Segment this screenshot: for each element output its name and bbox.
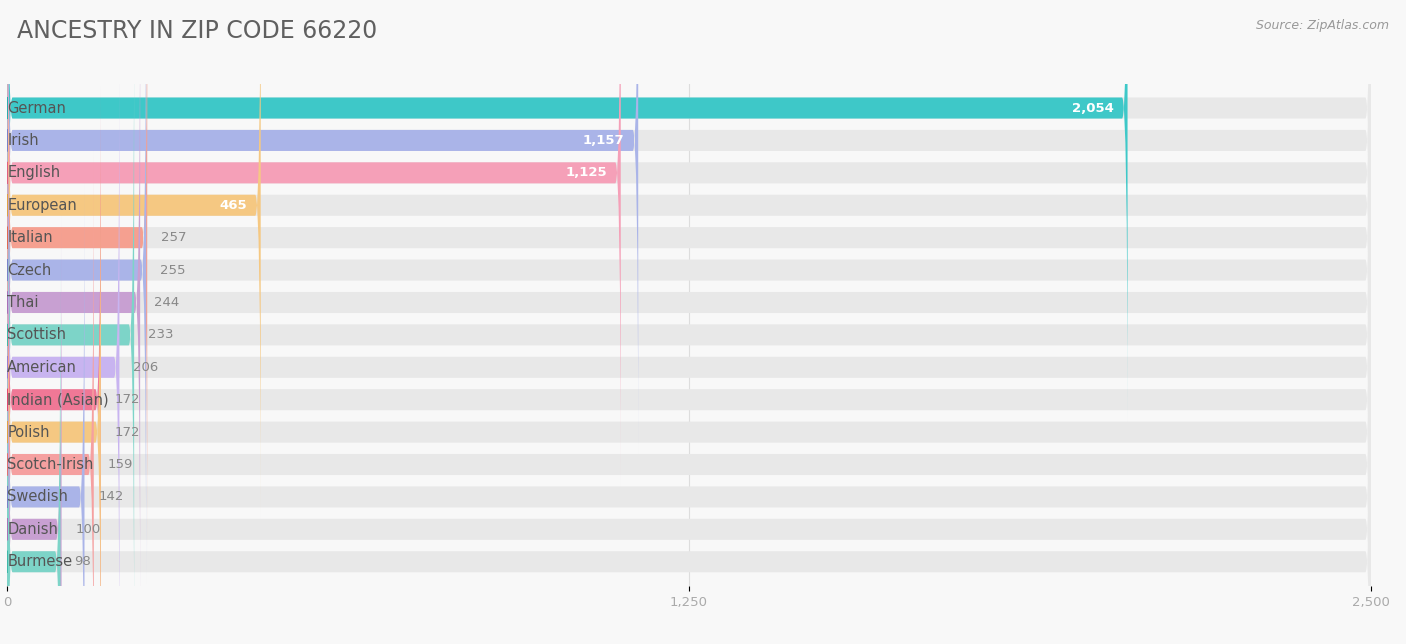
FancyBboxPatch shape xyxy=(7,0,1371,551)
FancyBboxPatch shape xyxy=(7,216,62,644)
Text: 100: 100 xyxy=(76,523,100,536)
FancyBboxPatch shape xyxy=(7,0,1128,422)
Text: Swedish: Swedish xyxy=(7,489,69,504)
FancyBboxPatch shape xyxy=(7,53,1371,644)
FancyBboxPatch shape xyxy=(7,0,141,616)
Text: German: German xyxy=(7,100,66,115)
FancyBboxPatch shape xyxy=(7,0,1371,519)
FancyBboxPatch shape xyxy=(7,21,134,644)
FancyBboxPatch shape xyxy=(7,0,1371,454)
Text: ANCESTRY IN ZIP CODE 66220: ANCESTRY IN ZIP CODE 66220 xyxy=(17,19,377,43)
Text: 257: 257 xyxy=(160,231,187,244)
FancyBboxPatch shape xyxy=(7,0,146,583)
Text: Source: ZipAtlas.com: Source: ZipAtlas.com xyxy=(1256,19,1389,32)
Text: Italian: Italian xyxy=(7,230,53,245)
FancyBboxPatch shape xyxy=(7,0,148,551)
FancyBboxPatch shape xyxy=(7,184,84,644)
FancyBboxPatch shape xyxy=(7,248,1371,644)
Text: 465: 465 xyxy=(219,199,247,212)
FancyBboxPatch shape xyxy=(7,216,1371,644)
FancyBboxPatch shape xyxy=(7,0,1371,583)
FancyBboxPatch shape xyxy=(7,86,101,644)
Text: American: American xyxy=(7,360,77,375)
Text: 159: 159 xyxy=(107,458,132,471)
Text: European: European xyxy=(7,198,77,213)
Text: 206: 206 xyxy=(134,361,159,374)
Text: Czech: Czech xyxy=(7,263,52,278)
FancyBboxPatch shape xyxy=(7,0,1371,616)
Text: Burmese: Burmese xyxy=(7,554,73,569)
FancyBboxPatch shape xyxy=(7,151,94,644)
Text: Scottish: Scottish xyxy=(7,327,66,343)
FancyBboxPatch shape xyxy=(7,248,60,644)
Text: 1,157: 1,157 xyxy=(583,134,624,147)
FancyBboxPatch shape xyxy=(7,0,638,454)
Text: Danish: Danish xyxy=(7,522,58,537)
Text: 142: 142 xyxy=(98,491,124,504)
Text: Thai: Thai xyxy=(7,295,39,310)
FancyBboxPatch shape xyxy=(7,86,1371,644)
Text: Scotch-Irish: Scotch-Irish xyxy=(7,457,94,472)
Text: 255: 255 xyxy=(160,263,186,276)
FancyBboxPatch shape xyxy=(7,21,1371,644)
Text: Polish: Polish xyxy=(7,424,49,440)
Text: 233: 233 xyxy=(148,328,173,341)
Text: 172: 172 xyxy=(114,426,141,439)
Text: Indian (Asian): Indian (Asian) xyxy=(7,392,108,407)
Text: English: English xyxy=(7,166,60,180)
FancyBboxPatch shape xyxy=(7,0,621,486)
Text: 172: 172 xyxy=(114,393,141,406)
FancyBboxPatch shape xyxy=(7,118,101,644)
Text: Irish: Irish xyxy=(7,133,39,148)
FancyBboxPatch shape xyxy=(7,118,1371,644)
FancyBboxPatch shape xyxy=(7,0,1371,486)
FancyBboxPatch shape xyxy=(7,53,120,644)
FancyBboxPatch shape xyxy=(7,0,260,519)
FancyBboxPatch shape xyxy=(7,0,1371,422)
Text: 244: 244 xyxy=(153,296,179,309)
Text: 1,125: 1,125 xyxy=(565,166,607,179)
Text: 98: 98 xyxy=(75,555,91,568)
FancyBboxPatch shape xyxy=(7,184,1371,644)
FancyBboxPatch shape xyxy=(7,151,1371,644)
Text: 2,054: 2,054 xyxy=(1071,102,1114,115)
